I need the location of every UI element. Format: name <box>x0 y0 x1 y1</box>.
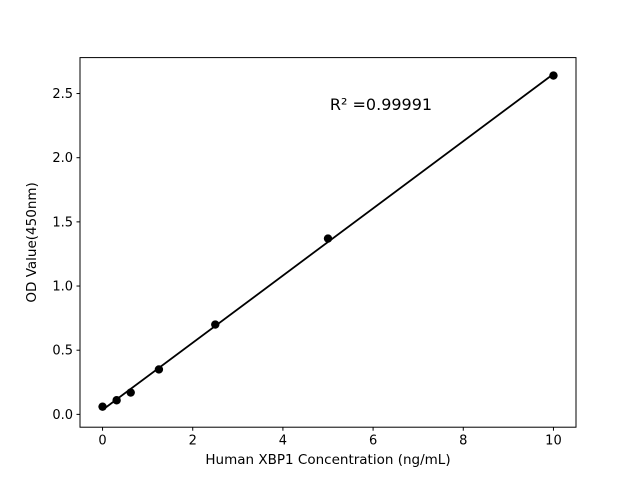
y-tick-label: 2.5 <box>52 87 73 102</box>
y-tick-label: 0.0 <box>52 408 73 423</box>
axes-frame <box>79 57 577 428</box>
y-tick-label: 2.0 <box>52 151 73 166</box>
data-point <box>126 388 135 397</box>
x-tick-label: 4 <box>279 434 287 449</box>
x-tick-label: 8 <box>459 434 467 449</box>
x-axis-ticks: 0 2 4 6 8 10 <box>98 427 562 449</box>
data-point <box>211 320 220 329</box>
y-axis-label: OD Value(450nm) <box>24 182 40 302</box>
y-tick-label: 1.0 <box>52 280 73 295</box>
axes-frame-layer <box>79 57 577 428</box>
data-point <box>323 234 333 243</box>
data-point <box>154 365 164 374</box>
x-tick-label: 2 <box>189 434 197 449</box>
data-point <box>98 402 107 411</box>
y-axis-ticks: 0.0 0.5 1.0 1.5 2.0 2.5 <box>52 87 80 423</box>
y-tick-label: 1.5 <box>52 215 73 230</box>
x-tick-label: 10 <box>545 434 562 449</box>
x-tick-label: 0 <box>98 434 106 449</box>
data-point <box>112 396 121 405</box>
x-tick-label: 6 <box>369 434 377 449</box>
data-point <box>549 71 558 80</box>
x-axis-label: Human XBP1 Concentration (ng/mL) <box>205 452 450 468</box>
r-squared-annotation: R² =0.99991 <box>330 95 432 114</box>
data-point-layer <box>98 71 558 411</box>
y-tick-label: 0.5 <box>52 344 73 359</box>
